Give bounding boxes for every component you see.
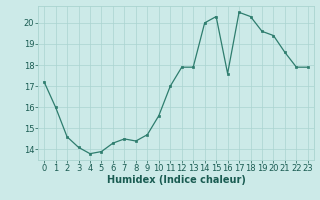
X-axis label: Humidex (Indice chaleur): Humidex (Indice chaleur) (107, 175, 245, 185)
